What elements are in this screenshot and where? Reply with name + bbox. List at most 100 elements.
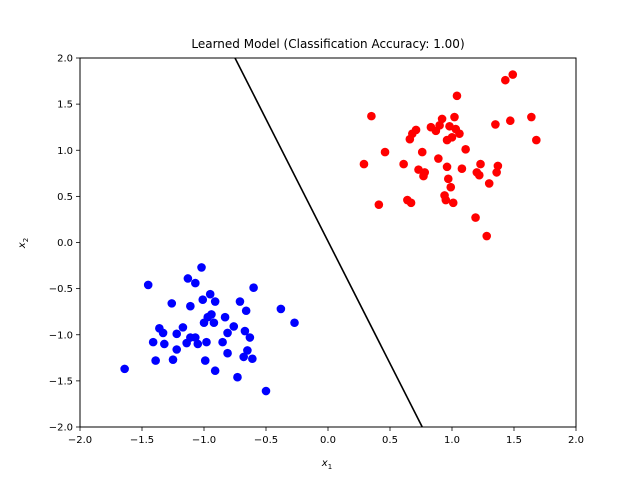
scatter-point [172, 345, 182, 354]
scatter-point [452, 91, 462, 101]
scatter-point [178, 323, 188, 332]
scatter-point [450, 112, 459, 122]
scatter-point [290, 318, 299, 328]
y-tick-label: 1.5 [57, 100, 73, 111]
scatter-point [148, 337, 158, 347]
scatter-point [239, 352, 248, 362]
scatter-point [484, 179, 494, 188]
scatter-point [240, 326, 250, 336]
scatter-point [476, 159, 485, 169]
scatter-point [492, 168, 501, 177]
scatter-point [491, 120, 500, 129]
scatter-point [474, 170, 484, 180]
y-tick-label: 0.5 [57, 192, 73, 203]
scatter-point [160, 339, 169, 349]
x-tick-label: −0.5 [254, 435, 278, 446]
scatter-point [455, 129, 464, 138]
y-tick-label: 2.0 [57, 54, 73, 65]
scatter-point [532, 135, 541, 145]
scatter-point [120, 364, 129, 374]
scatter-point [233, 372, 242, 382]
scatter-point [471, 213, 480, 222]
x-tick-label: −1.5 [130, 435, 154, 446]
x-tick-label: −2.0 [68, 435, 92, 446]
y-tick-label: −2.0 [49, 423, 73, 434]
scatter-point [461, 145, 470, 154]
scatter-point [200, 356, 210, 365]
decision-boundary-line [234, 57, 423, 428]
scatter-point [441, 195, 451, 205]
scatter-point [417, 147, 427, 157]
scatter-point [434, 154, 443, 163]
y-axis-label-subscript: 2 [22, 238, 30, 242]
scatter-point [420, 168, 430, 177]
y-axis-label: x2 [17, 238, 30, 249]
scatter-point [243, 346, 252, 355]
scatter-point [505, 116, 515, 126]
scatter-point [446, 182, 456, 192]
scatter-point [380, 147, 390, 157]
scatter-point [245, 333, 255, 342]
y-tick-label: −1.5 [49, 376, 73, 387]
scatter-point [399, 159, 408, 169]
scatter-point [223, 328, 232, 338]
scatter-point [191, 278, 200, 288]
scatter-point [443, 174, 453, 184]
x-tick-label: 0.0 [320, 435, 336, 446]
scatter-point [235, 297, 245, 306]
scatter-point [435, 121, 444, 130]
scatter-point [229, 322, 239, 331]
scatter-point [241, 306, 251, 316]
scatter-point [411, 125, 421, 135]
y-tick-label: 0.0 [57, 238, 73, 249]
scatter-point [202, 337, 211, 347]
scatter-point [482, 231, 492, 241]
scatter-point [261, 386, 271, 396]
scatter-point [457, 164, 467, 173]
chart-title: Learned Model (Classification Accuracy: … [191, 37, 464, 51]
scatter-point [359, 159, 369, 169]
scatter-point [448, 198, 458, 208]
scatter-point [205, 289, 215, 299]
scatter-point [143, 280, 153, 290]
scatter-point [374, 200, 384, 209]
scatter-point [406, 198, 416, 208]
scatter-point [447, 133, 457, 142]
scatter-point [168, 355, 178, 364]
scatter-point [527, 112, 536, 122]
y-axis-label-main: x [17, 242, 28, 249]
x-axis-label: x1 [321, 458, 332, 471]
x-axis-label-main: x [321, 458, 328, 469]
scatter-point [210, 297, 220, 306]
scatter-point [493, 161, 503, 171]
y-tick-label: −1.0 [49, 330, 73, 341]
x-tick-label: 1.5 [506, 435, 522, 446]
x-tick-label: −1.0 [192, 435, 216, 446]
scatter-point [198, 295, 208, 304]
scatter-point [220, 312, 230, 322]
scatter-point [223, 348, 232, 358]
scatter-point [158, 328, 168, 338]
y-tick-label: 1.0 [57, 146, 73, 157]
scatter-point [191, 333, 200, 342]
scatter-point [172, 329, 182, 339]
scatter-point [437, 114, 447, 124]
x-tick-label: 1.0 [444, 435, 460, 446]
scatter-point [218, 337, 227, 347]
scatter-point [207, 310, 216, 319]
x-tick-label: 0.5 [382, 435, 398, 446]
scatter-point [183, 274, 193, 283]
scatter-point [508, 70, 518, 79]
scatter-point [151, 356, 160, 365]
scatter-point [276, 304, 286, 314]
scatter-point [209, 318, 219, 328]
y-axis-ticks: −2.0 −1.5 −1.0 −0.5 0.0 0.5 1.0 1.5 2.0 [49, 54, 80, 434]
x-axis-ticks: −2.0 −1.5 −1.0 −0.5 0.0 0.5 1.0 1.5 2.0 [68, 427, 584, 446]
scatter-point [249, 283, 258, 293]
scatter-point [501, 75, 510, 85]
scatter-point [197, 263, 206, 272]
scatter-point [367, 111, 376, 121]
scatter-point [193, 339, 203, 349]
